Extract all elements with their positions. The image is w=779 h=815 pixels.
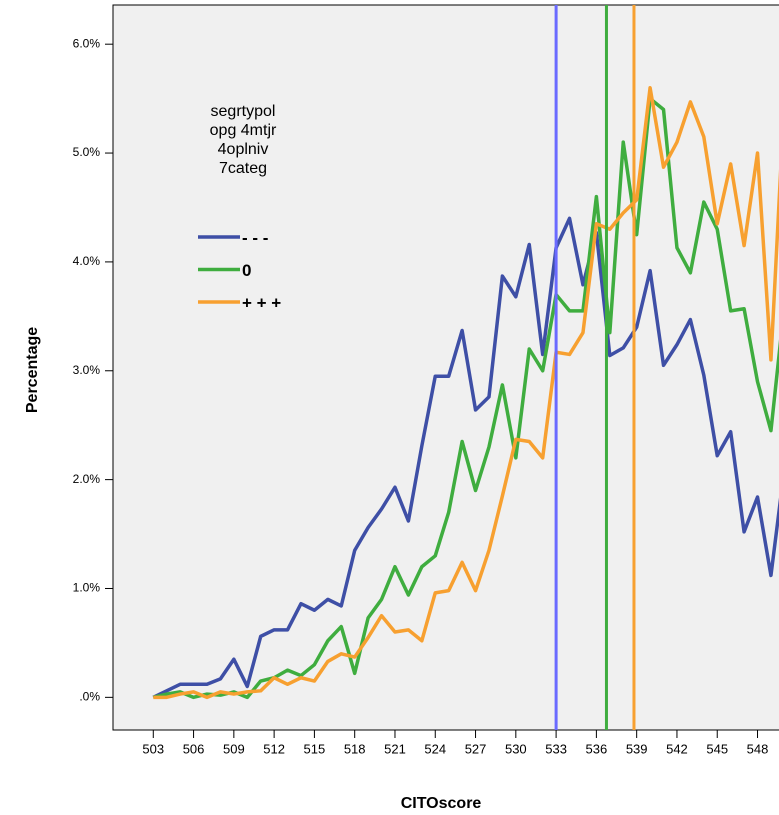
x-tick-label: 539 (626, 741, 648, 756)
x-tick-label: 548 (747, 741, 769, 756)
x-tick-label: 542 (666, 741, 688, 756)
x-tick-label: 515 (304, 741, 326, 756)
series-line (153, 85, 779, 700)
y-tick-label: 2.0% (73, 472, 101, 486)
legend-title: opg 4mtjr (210, 122, 277, 139)
x-tick-label: 524 (424, 741, 446, 756)
x-tick-label: 527 (465, 741, 487, 756)
x-tick-label: 506 (183, 741, 205, 756)
legend-label: 0 (242, 261, 251, 280)
x-tick-label: 521 (384, 741, 406, 756)
x-tick-label: 503 (142, 741, 164, 756)
legend-label: + + + (242, 293, 281, 312)
plot-content (152, 5, 779, 730)
x-tick-label: 545 (706, 741, 728, 756)
x-tick-label: 533 (545, 741, 567, 756)
y-tick-label: .0% (79, 690, 100, 704)
x-tick-label: 512 (263, 741, 285, 756)
legend-title: segrtypol (211, 103, 276, 120)
legend-title: 4oplniv (218, 141, 269, 158)
y-tick-label: 6.0% (73, 36, 101, 50)
y-tick-label: 4.0% (73, 254, 101, 268)
y-tick-label: 1.0% (73, 581, 101, 595)
y-tick-label: 5.0% (73, 145, 101, 159)
x-tick-label: 509 (223, 741, 245, 756)
x-axis-label: CITOscore (401, 795, 482, 812)
plot-area (112, 4, 779, 731)
y-axis-label: Percentage (24, 327, 41, 413)
x-tick-label: 530 (505, 741, 527, 756)
y-tick-label: 3.0% (73, 363, 101, 377)
x-tick-label: 536 (586, 741, 608, 756)
series-line (152, 96, 779, 700)
series-line (152, 216, 779, 699)
x-tick-label: 518 (344, 741, 366, 756)
legend-label: - - - (242, 228, 268, 247)
legend-title: 7categ (219, 160, 267, 177)
